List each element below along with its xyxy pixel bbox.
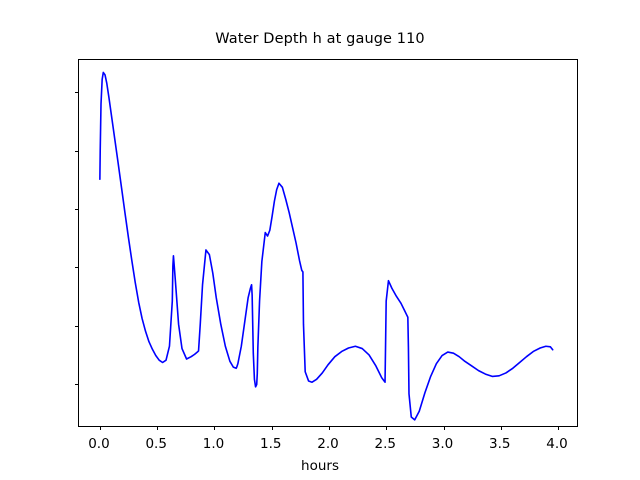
y-tick-mark (74, 325, 79, 327)
y-tick-mark (74, 383, 79, 385)
x-tick-mark (271, 426, 273, 431)
x-tick-label: 1.5 (259, 436, 282, 452)
x-tick-mark (386, 426, 388, 431)
x-tick-label: 0.5 (145, 436, 167, 452)
x-tick-mark (329, 426, 330, 431)
x-tick-mark (99, 426, 101, 431)
x-tick-label: 2.0 (317, 436, 339, 452)
x-tick-mark (214, 426, 216, 431)
plot-axes (74, 59, 578, 431)
x-tick-label: 3.5 (489, 436, 511, 452)
x-tick-label: 3.0 (431, 436, 454, 452)
x-tick-mark (500, 426, 502, 431)
y-tick-mark (74, 150, 79, 152)
x-axis-label: hours (301, 458, 339, 474)
series-line-h (100, 72, 553, 419)
chart-title: Water Depth h at gauge 110 (215, 31, 425, 47)
x-tick-label: 4.0 (546, 436, 568, 452)
x-tick-label: 1.0 (202, 436, 225, 452)
y-tick-mark (74, 267, 79, 269)
x-tick-mark (443, 426, 445, 431)
y-tick-mark (74, 209, 79, 210)
data-line-svg (79, 60, 577, 426)
x-tick-label: 0.0 (88, 436, 110, 452)
x-tick-mark (157, 426, 159, 431)
x-tick-mark (558, 426, 560, 431)
y-tick-mark (74, 92, 79, 94)
x-tick-label: 2.5 (374, 436, 396, 452)
